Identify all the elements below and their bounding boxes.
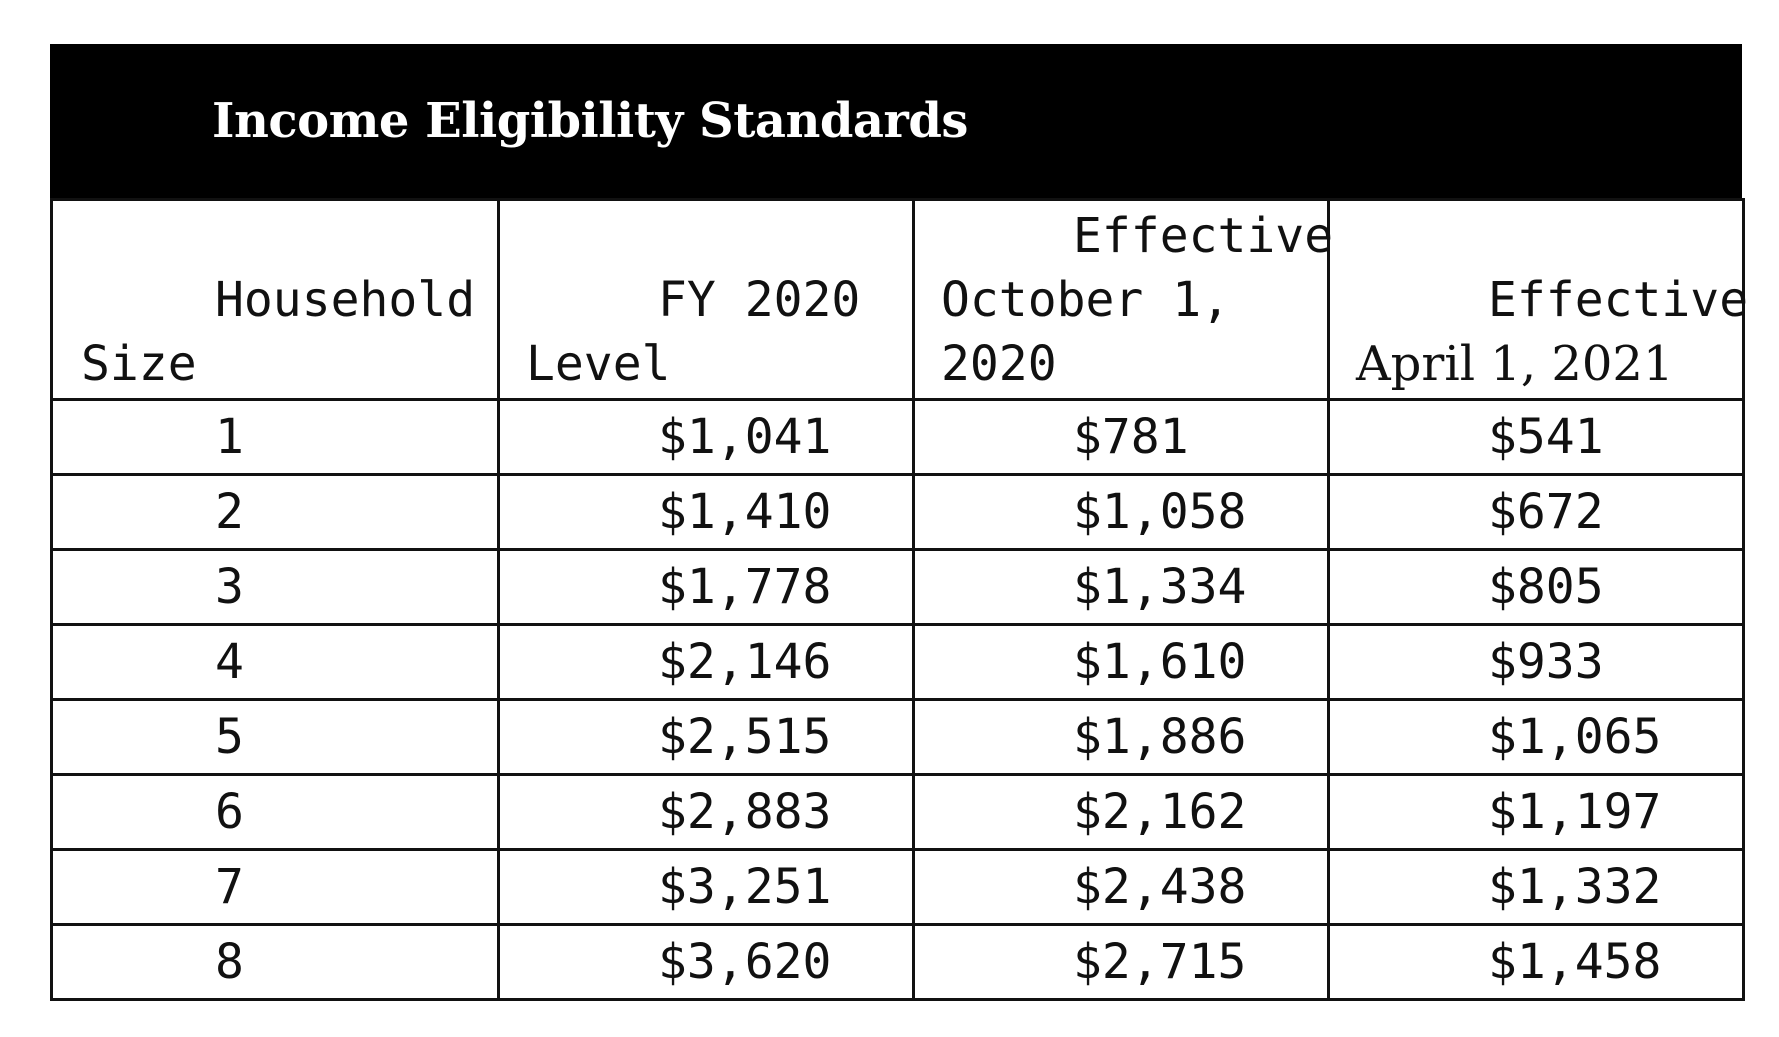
header-fy2020-line1: FY 2020 [658, 272, 861, 328]
header-oct2020-line3: 2020 [941, 336, 1057, 392]
cell-fy2020-level: $2,883 [497, 773, 915, 851]
cell-effective-oct-2020: $1,058 [912, 473, 1330, 551]
cell-effective-oct-2020: $1,610 [912, 623, 1330, 701]
table-title: Income Eligibility Standards [50, 44, 1742, 198]
cell-fy2020-level: $1,778 [497, 548, 915, 626]
cell-household-size: 7 [50, 848, 500, 926]
header-apr2021-line1: Effective [1488, 272, 1749, 328]
cell-household-size: 3 [50, 548, 500, 626]
cell-effective-apr-2021: $541 [1327, 398, 1745, 476]
cell-effective-apr-2021: $1,197 [1327, 773, 1745, 851]
table-row: 4 $2,146 $1,610 $933 [50, 623, 1745, 701]
cell-effective-apr-2021: $1,332 [1327, 848, 1745, 926]
cell-fy2020-level: $1,041 [497, 398, 915, 476]
table-row: 2 $1,410 $1,058 $672 [50, 473, 1745, 551]
cell-household-size: 1 [50, 398, 500, 476]
cell-household-size: 6 [50, 773, 500, 851]
table-row: 1 $1,041 $781 $541 [50, 398, 1745, 476]
header-fy2020-level: FY 2020 Level [497, 198, 915, 401]
header-oct2020-line2: October 1, [941, 272, 1230, 328]
header-oct2020-line1: Effective [1073, 208, 1334, 264]
header-household-size: Household Size [50, 198, 500, 401]
table-body: 1 $1,041 $781 $541 2 $1,410 $1,058 $672 3 $1,778 $… [50, 398, 1745, 1001]
cell-effective-oct-2020: $1,886 [912, 698, 1330, 776]
cell-effective-oct-2020: $1,334 [912, 548, 1330, 626]
table-row: 8 $3,620 $2,715 $1,458 [50, 923, 1745, 1001]
income-eligibility-table: Income Eligibility Standards Household S… [50, 44, 1749, 1001]
cell-effective-oct-2020: $781 [912, 398, 1330, 476]
cell-effective-apr-2021: $805 [1327, 548, 1745, 626]
cell-fy2020-level: $2,146 [497, 623, 915, 701]
cell-household-size: 5 [50, 698, 500, 776]
header-apr2021-line2: April 1, 2021 [1356, 336, 1674, 392]
table-row: 5 $2,515 $1,886 $1,065 [50, 698, 1745, 776]
cell-effective-oct-2020: $2,162 [912, 773, 1330, 851]
cell-fy2020-level: $3,620 [497, 923, 915, 1001]
cell-effective-oct-2020: $2,438 [912, 848, 1330, 926]
cell-household-size: 8 [50, 923, 500, 1001]
cell-effective-apr-2021: $1,065 [1327, 698, 1745, 776]
cell-effective-oct-2020: $2,715 [912, 923, 1330, 1001]
header-household-size-line1: Household [215, 272, 476, 328]
header-fy2020-line2: Level [526, 336, 671, 392]
eligibility-grid: Household Size FY 2020 Level Effective O… [50, 198, 1749, 1001]
cell-fy2020-level: $2,515 [497, 698, 915, 776]
table-row: 3 $1,778 $1,334 $805 [50, 548, 1745, 626]
header-effective-oct-2020: Effective October 1, 2020 [912, 198, 1334, 401]
cell-household-size: 4 [50, 623, 500, 701]
cell-fy2020-level: $1,410 [497, 473, 915, 551]
header-effective-apr-2021: Effective April 1, 2021 [1327, 198, 1749, 401]
header-row: Household Size FY 2020 Level Effective O… [50, 198, 1749, 401]
cell-fy2020-level: $3,251 [497, 848, 915, 926]
cell-effective-apr-2021: $933 [1327, 623, 1745, 701]
table-row: 7 $3,251 $2,438 $1,332 [50, 848, 1745, 926]
header-household-size-line2: Size [81, 336, 197, 392]
cell-effective-apr-2021: $672 [1327, 473, 1745, 551]
table-row: 6 $2,883 $2,162 $1,197 [50, 773, 1745, 851]
cell-household-size: 2 [50, 473, 500, 551]
cell-effective-apr-2021: $1,458 [1327, 923, 1745, 1001]
